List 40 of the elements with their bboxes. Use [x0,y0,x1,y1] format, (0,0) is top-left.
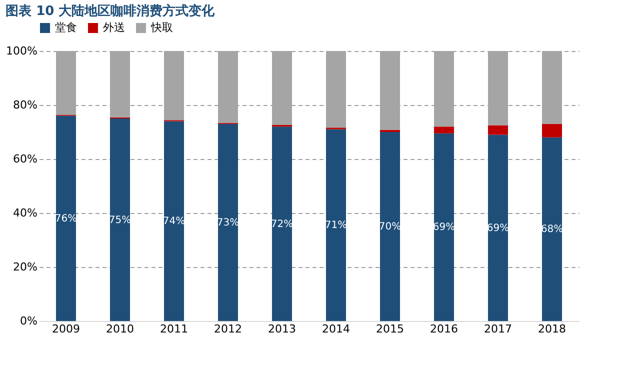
bar [218,124,238,321]
data-label: 76% [54,213,78,224]
y-tick-label: 100% [6,44,38,58]
bar [380,132,400,321]
bar [56,116,76,321]
data-label: 75% [108,214,132,226]
x-tick-label: 2009 [52,322,80,336]
y-tick-label: 0% [20,314,38,328]
data-label: 73% [216,217,240,228]
legend-label: 堂食 [55,21,77,34]
bar [110,118,130,321]
bar [272,126,292,321]
x-tick-label: 2011 [160,322,188,336]
x-tick-label: 2012 [214,322,242,336]
bar [164,121,184,321]
y-tick-label: 60% [13,152,38,166]
x-tick-label: 2016 [430,322,458,336]
bar [542,124,562,138]
y-tick-label: 40% [13,206,38,220]
bar [488,134,508,321]
data-label: 70% [378,222,402,232]
bar [488,125,508,135]
x-tick-label: 2017 [484,322,512,336]
bar [542,137,562,321]
x-tick-label: 2014 [322,322,350,336]
x-tick-label: 2018 [538,322,566,336]
y-tick-label: 20% [13,260,38,274]
bar [434,133,454,321]
bar [326,129,346,321]
x-tick-label: 2013 [268,322,296,336]
x-tick-label: 2015 [376,322,404,336]
y-tick-label: 80% [13,98,38,112]
legend-label: 快取 [150,21,173,34]
chart-title: 图表 10 大陆地区咖啡消费方式变化 [6,3,216,19]
x-tick-label: 2010 [106,322,134,336]
legend-label: 外送 [103,21,125,34]
data-label: 74% [162,216,186,228]
data-label: 71% [324,220,348,232]
data-label: 72% [270,218,294,230]
bar [434,126,454,134]
